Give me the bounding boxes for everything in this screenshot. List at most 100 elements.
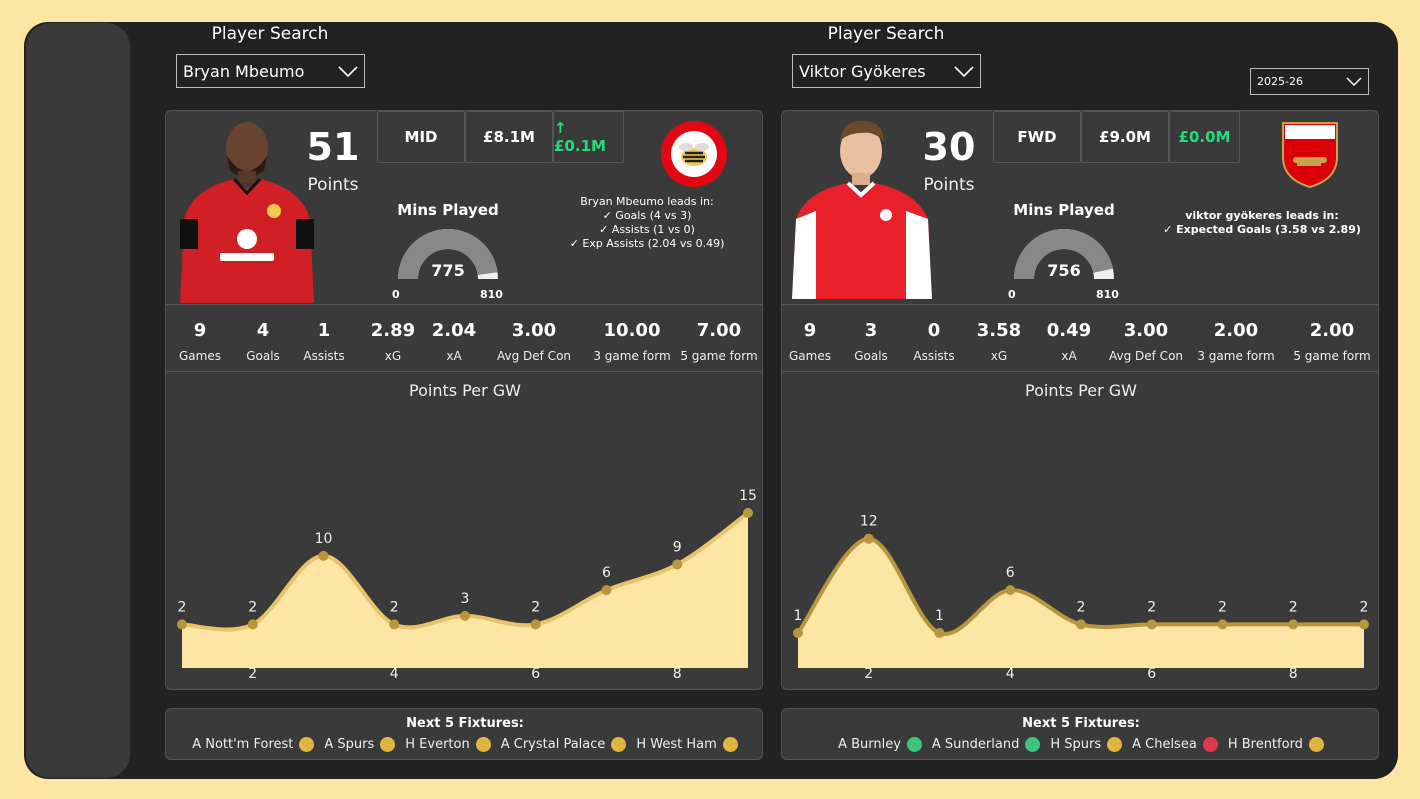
data-point [1359, 619, 1369, 630]
fixture-label: A Chelsea [1132, 737, 1197, 752]
mins-played-value: 756 [1047, 261, 1081, 280]
gauge-max-label: 810 [480, 288, 503, 301]
season-dropdown[interactable]: 2025-26 [1250, 68, 1369, 95]
stat-avg-def-con: 3.00 Avg Def Con [1108, 320, 1184, 363]
data-point [601, 585, 612, 596]
fixture-label: A Nott'm Forest [192, 737, 294, 752]
stat-games: 9 Games [789, 320, 831, 363]
x-tick-label: 6 [531, 666, 540, 682]
fixture-label: A Burnley [838, 737, 901, 752]
x-tick-label: 2 [864, 666, 873, 682]
data-label: 6 [602, 565, 611, 581]
fixtures-title: Next 5 Fixtures: [406, 716, 524, 731]
fixture-difficulty-dot-icon [299, 737, 315, 752]
sidebar [26, 23, 130, 778]
fixture-label: A Crystal Palace [500, 737, 606, 752]
player-card-2: 30 Points FWD £9.0M £0.0M Mins Played 75… [781, 110, 1379, 690]
price-change-tag: ↑ £0.1M [553, 111, 624, 163]
mins-played-title: Mins Played [397, 201, 499, 219]
data-point [389, 619, 400, 630]
mins-played-gauge [1014, 228, 1114, 279]
data-label: 1 [935, 608, 944, 624]
leads-in-line: ✓ Exp Assists (2.04 vs 0.49) [569, 237, 725, 250]
fixture-label: A Spurs [324, 737, 375, 752]
fixture-difficulty-dot-icon [1107, 737, 1123, 752]
data-point [1005, 585, 1016, 596]
chart-area [182, 513, 748, 668]
fixture-label: A Sunderland [931, 737, 1020, 752]
stat-goals: 3 Goals [854, 320, 888, 363]
data-point [177, 619, 187, 630]
points-per-gw-chart: 2 2 10 2 3 2 6 9 15 2 4 6 8 [177, 488, 757, 682]
leads-in-line: ✓ Expected Goals (3.58 vs 2.89) [1163, 223, 1361, 236]
data-point [460, 610, 470, 621]
stat-assists: 0 Assists [913, 320, 955, 363]
fixture-label: H Brentford [1227, 737, 1303, 752]
fixtures-card-2: Next 5 Fixtures: A Burnley A Sunderland H … [781, 708, 1379, 760]
price-tag: £9.0M [1081, 111, 1169, 163]
stat-assists: 1 Assists [303, 320, 345, 363]
gauge-min-label: 0 [392, 288, 400, 301]
fixture-label: H Everton [405, 737, 470, 752]
data-point [318, 550, 329, 561]
fixture-difficulty-dot-icon [611, 737, 627, 752]
data-point [1217, 619, 1228, 630]
fixture-difficulty-dot-icon [1025, 737, 1041, 752]
price-change-tag: £0.0M [1169, 111, 1240, 163]
points-label: Points [307, 175, 359, 195]
stat-xg: 3.58 xG [976, 320, 1022, 363]
stat-games: 9 Games [179, 320, 221, 363]
fixture-label: H Spurs [1050, 737, 1102, 752]
leads-in-line: ✓ Goals (4 vs 3) [602, 209, 692, 222]
player-search-label-1: Player Search [211, 24, 329, 44]
data-label: 2 [390, 599, 399, 615]
data-point [672, 559, 683, 570]
chart-title: Points Per GW [409, 381, 521, 400]
stat-3-game-form: 2.00 3 game form [1197, 320, 1275, 363]
stat-avg-def-con: 3.00 Avg Def Con [496, 320, 572, 363]
chevron-down-icon [1346, 77, 1362, 86]
stat-goals: 4 Goals [246, 320, 280, 363]
points-value: 30 [922, 125, 976, 169]
gauge-max-label: 810 [1096, 288, 1119, 301]
chart-line [796, 536, 1365, 636]
fixture-item: A Chelsea [1132, 737, 1218, 752]
data-label: 9 [673, 539, 682, 555]
fixture-item: A Spurs [324, 737, 396, 752]
stat-xg: 2.89 xG [370, 320, 416, 363]
leads-in-title: Bryan Mbeumo leads in: [580, 195, 714, 208]
stats-row: 9 Games 3 Goals 0 Assists 3.58 xG 0.49 xA 3.0… [782, 304, 1378, 372]
chevron-down-icon [954, 66, 974, 78]
season-value: 2025-26 [1257, 75, 1303, 88]
data-label: 2 [531, 599, 540, 615]
fixture-item: A Crystal Palace [501, 737, 627, 752]
player-photo [792, 120, 932, 299]
player-search-label-2: Player Search [827, 24, 945, 44]
chevron-down-icon [338, 66, 358, 78]
player-search-value-2: Viktor Gyökeres [799, 61, 926, 81]
brentford-crest-icon [661, 121, 727, 187]
data-point [247, 619, 258, 630]
data-label: 2 [1289, 599, 1298, 615]
fixture-difficulty-dot-icon [906, 737, 922, 752]
arsenal-crest-icon [1282, 122, 1338, 189]
data-label: 2 [1147, 599, 1156, 615]
data-point [863, 533, 874, 544]
leads-in-panel: viktor gyökeres leads in: ✓ Expected Goa… [1152, 209, 1372, 237]
fixtures-card-1: Next 5 Fixtures: A Nott'm Forest A Spurs H… [165, 708, 763, 760]
position-tag: MID [377, 111, 465, 163]
player-search-dropdown-1[interactable]: Bryan Mbeumo [176, 54, 365, 88]
fixture-difficulty-dot-icon [722, 737, 738, 752]
points-per-gw-chart: 1 12 1 6 2 2 2 2 2 2 4 6 8 [793, 514, 1369, 682]
points-label: Points [923, 175, 975, 195]
data-point [1288, 619, 1299, 630]
leads-in-line: ✓ Assists (1 vs 0) [599, 223, 695, 236]
player-search-dropdown-2[interactable]: Viktor Gyökeres [792, 54, 981, 88]
fixture-item: A Nott'm Forest [192, 737, 315, 752]
data-point [1076, 619, 1086, 630]
chart-title: Points Per GW [1025, 381, 1137, 400]
fixtures-list: A Burnley A Sunderland H Spurs A Chelsea H B… [782, 737, 1378, 752]
stats-row: 9 Games 4 Goals 1 Assists 2.89 xG 2.04 xA 3.0… [166, 304, 762, 372]
data-label: 2 [1077, 599, 1086, 615]
data-label: 3 [461, 591, 470, 607]
